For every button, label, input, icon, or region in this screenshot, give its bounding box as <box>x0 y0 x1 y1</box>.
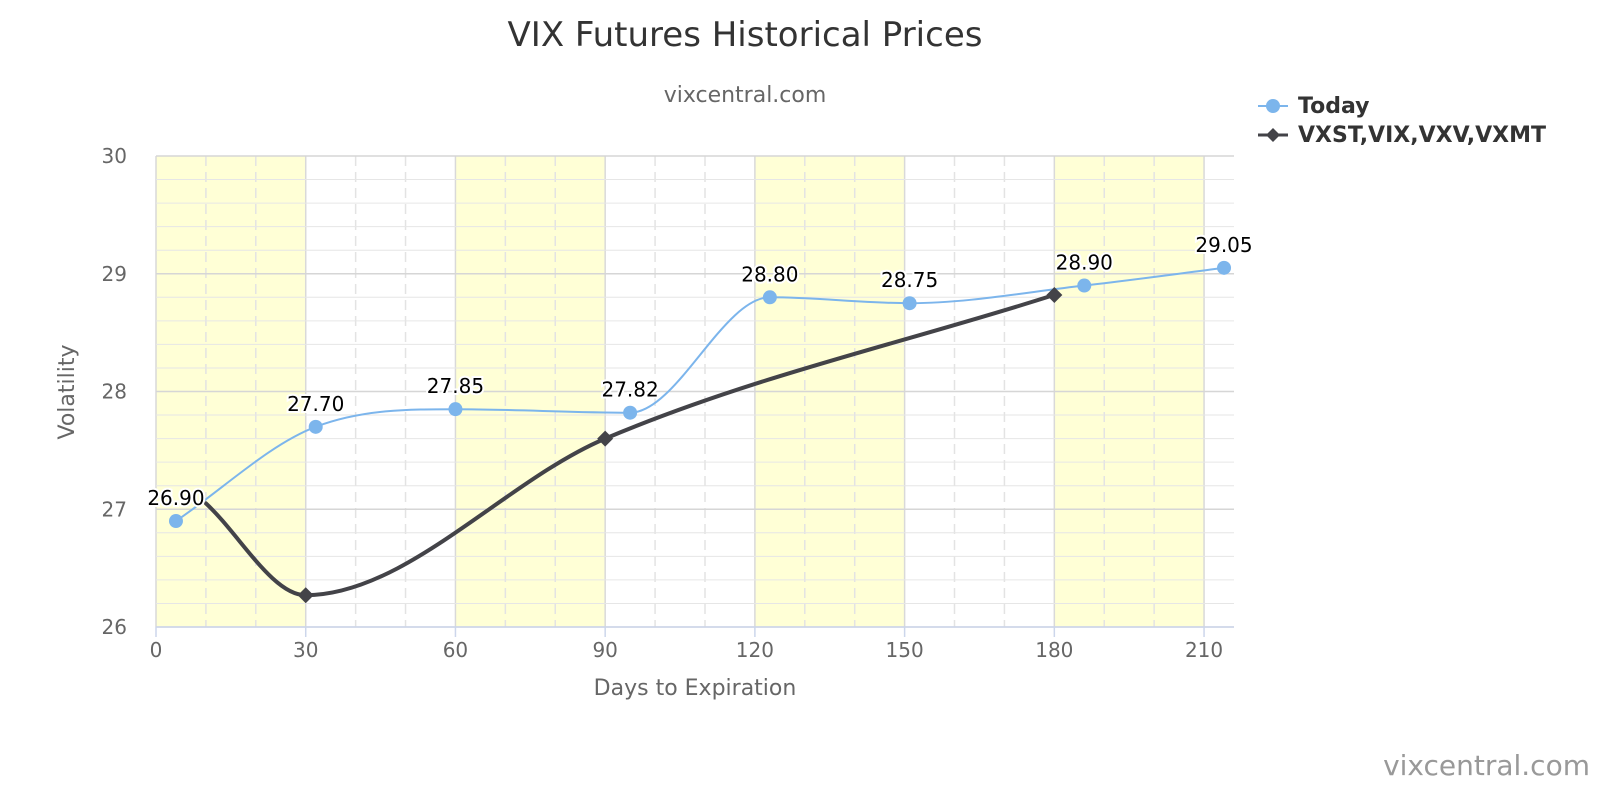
legend: Today VXST,VIX,VXV,VXMT <box>1258 94 1546 148</box>
today-point[interactable] <box>168 514 183 529</box>
y-tick-label: 30 <box>102 144 127 168</box>
y-tick-label: 26 <box>102 615 127 639</box>
x-tick-label: 210 <box>1185 638 1223 662</box>
x-tick-label: 150 <box>886 638 924 662</box>
x-tick-label: 0 <box>150 638 163 662</box>
today-point[interactable] <box>448 402 463 417</box>
term-structure-point[interactable] <box>597 430 614 447</box>
data-label: 26.90 <box>147 486 204 510</box>
data-label: 28.80 <box>741 262 798 286</box>
data-labels: 26.90 27.70 27.85 27.82 28.80 28.75 28.90 29.05 <box>145 231 1254 512</box>
grid-lines <box>155 155 1234 628</box>
legend-marker-term-structure <box>1266 128 1280 142</box>
y-tick-label: 28 <box>102 380 127 404</box>
legend-item-term-structure[interactable]: VXST,VIX,VXV,VXMT <box>1258 123 1546 148</box>
term-structure-point[interactable] <box>297 587 314 604</box>
today-point[interactable] <box>762 290 777 305</box>
axes: 0 30 60 90 120 150 180 210 26 27 28 29 30 <box>102 144 1234 662</box>
legend-label-today: Today <box>1298 94 1369 119</box>
data-label: 27.82 <box>601 378 658 402</box>
series-line-term-structure <box>203 292 1057 598</box>
credit-text: vixcentral.com <box>1383 749 1590 782</box>
x-tick-label: 180 <box>1035 638 1073 662</box>
today-point[interactable] <box>623 405 638 420</box>
data-label: 27.85 <box>427 374 484 398</box>
today-point[interactable] <box>1077 278 1092 293</box>
y-axis-title: Volatility <box>55 344 80 439</box>
x-axis-title: Days to Expiration <box>594 676 797 701</box>
series-line-today <box>175 266 1225 522</box>
today-point[interactable] <box>1217 260 1232 275</box>
today-point[interactable] <box>902 296 917 311</box>
data-label: 28.90 <box>1056 251 1113 275</box>
chart-subtitle: vixcentral.com <box>664 83 827 108</box>
legend-label-term-structure: VXST,VIX,VXV,VXMT <box>1298 123 1546 148</box>
y-tick-label: 27 <box>102 497 127 521</box>
x-tick-label: 30 <box>293 638 318 662</box>
today-point[interactable] <box>308 419 323 434</box>
series-markers[interactable] <box>168 260 1232 604</box>
chart-title: VIX Futures Historical Prices <box>508 15 983 55</box>
x-tick-label: 120 <box>736 638 774 662</box>
legend-marker-today <box>1266 99 1280 113</box>
x-tick-label: 60 <box>443 638 468 662</box>
data-label: 27.70 <box>287 392 344 416</box>
x-tick-label: 90 <box>592 638 617 662</box>
y-tick-label: 29 <box>102 262 127 286</box>
term-structure-point[interactable] <box>1046 286 1063 303</box>
series-lines <box>175 266 1225 598</box>
data-label: 28.75 <box>881 268 938 292</box>
legend-item-today[interactable]: Today <box>1258 94 1369 119</box>
data-label: 29.05 <box>1195 233 1252 257</box>
